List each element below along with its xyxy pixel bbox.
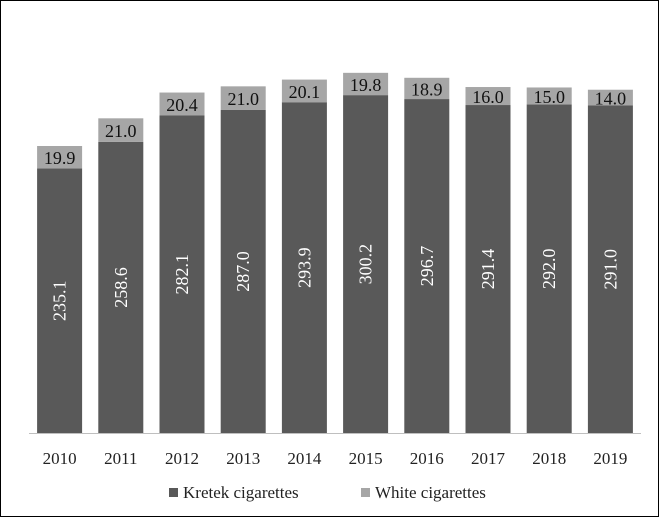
x-tick-2019: 2019: [593, 449, 627, 468]
bar-white-2015: [343, 72, 389, 96]
bar-white-2012: [159, 92, 205, 116]
x-tick-2010: 2010: [43, 449, 77, 468]
bar-white-2017: [465, 87, 511, 106]
label-white-2019: 14.0: [595, 89, 627, 109]
label-kretek-2017: 291.4: [478, 249, 498, 290]
label-white-2017: 16.0: [472, 87, 504, 107]
bar-white-2016: [404, 77, 450, 100]
x-tick-labels: 2010 2011 2012 2013 2014 2015 2016 2017 2018 2019: [43, 449, 628, 468]
label-kretek-2019: 291.0: [600, 249, 620, 290]
bars-layer: 235.1 19.9 258.6 21.0 282.1 20.4 287.0 21.0 293.…: [37, 72, 633, 434]
x-tick-2012: 2012: [165, 449, 199, 468]
bar-kretek-2019: [587, 105, 633, 434]
legend-label-white: White cigarettes: [375, 483, 486, 502]
label-white-2013: 21.0: [227, 89, 259, 109]
label-kretek-2016: 296.7: [417, 246, 437, 287]
legend-swatch-kretek: [169, 488, 178, 497]
x-tick-2015: 2015: [349, 449, 383, 468]
label-white-2018: 15.0: [533, 87, 565, 107]
bar-white-2010: [37, 145, 83, 169]
label-white-2012: 20.4: [166, 95, 198, 115]
label-white-2010: 19.9: [44, 148, 76, 168]
x-tick-2018: 2018: [532, 449, 566, 468]
bar-white-2018: [526, 87, 572, 105]
x-tick-2016: 2016: [410, 449, 444, 468]
x-tick-2014: 2014: [287, 449, 322, 468]
bar-kretek-2013: [220, 109, 266, 433]
bar-kretek-2017: [465, 105, 511, 433]
bar-kretek-2018: [526, 104, 572, 433]
bar-kretek-2016: [404, 99, 450, 433]
x-tick-2013: 2013: [226, 449, 260, 468]
bar-kretek-2011: [98, 141, 144, 434]
bar-white-2013: [220, 86, 266, 110]
bar-white-2019: [587, 89, 633, 106]
bar-white-2014: [281, 79, 327, 103]
legend-swatch-white: [361, 488, 370, 497]
bar-white-2011: [98, 118, 144, 142]
bar-kretek-2010: [37, 168, 83, 433]
label-white-2015: 19.8: [350, 75, 382, 95]
label-kretek-2011: 258.6: [111, 267, 131, 308]
bar-kretek-2014: [281, 102, 327, 434]
x-tick-2017: 2017: [471, 449, 506, 468]
label-kretek-2012: 282.1: [172, 254, 192, 295]
legend-label-kretek: Kretek cigarettes: [183, 483, 299, 502]
label-kretek-2014: 293.9: [294, 247, 314, 288]
label-kretek-2018: 292.0: [539, 248, 559, 289]
label-white-2011: 21.0: [105, 121, 137, 141]
bar-kretek-2015: [343, 95, 389, 433]
label-kretek-2010: 235.1: [50, 280, 70, 321]
label-kretek-2013: 287.0: [233, 251, 253, 292]
legend: Kretek cigarettes White cigarettes: [169, 483, 486, 502]
label-white-2016: 18.9: [411, 79, 443, 99]
label-white-2014: 20.1: [289, 82, 321, 102]
x-tick-2011: 2011: [104, 449, 137, 468]
bar-kretek-2012: [159, 115, 205, 433]
label-kretek-2015: 300.2: [356, 244, 376, 285]
